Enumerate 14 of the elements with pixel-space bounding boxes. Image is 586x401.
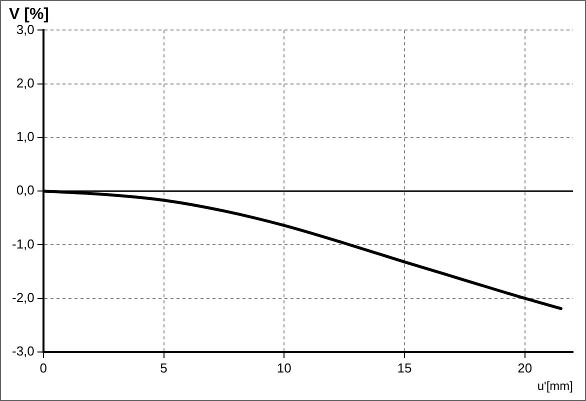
y-tick-label: 3,0 bbox=[16, 22, 34, 37]
chart-title: V [%] bbox=[9, 6, 49, 24]
y-tick-label: 1,0 bbox=[16, 129, 34, 144]
x-tick-label: 10 bbox=[276, 360, 292, 376]
y-tick-label: -2,0 bbox=[12, 290, 34, 305]
x-tick-label: 20 bbox=[518, 360, 532, 376]
y-tick-label: 2,0 bbox=[16, 75, 34, 90]
x-tick-label: 0 bbox=[40, 360, 48, 376]
x-tick-label: 15 bbox=[397, 360, 412, 376]
y-tick-label: -3,0 bbox=[12, 344, 34, 359]
x-axis-title: u'[mm] bbox=[537, 379, 573, 394]
y-tick-label: 0,0 bbox=[16, 182, 34, 198]
y-tick-label: -1,0 bbox=[12, 236, 34, 252]
x-tick-label: 5 bbox=[160, 360, 168, 376]
